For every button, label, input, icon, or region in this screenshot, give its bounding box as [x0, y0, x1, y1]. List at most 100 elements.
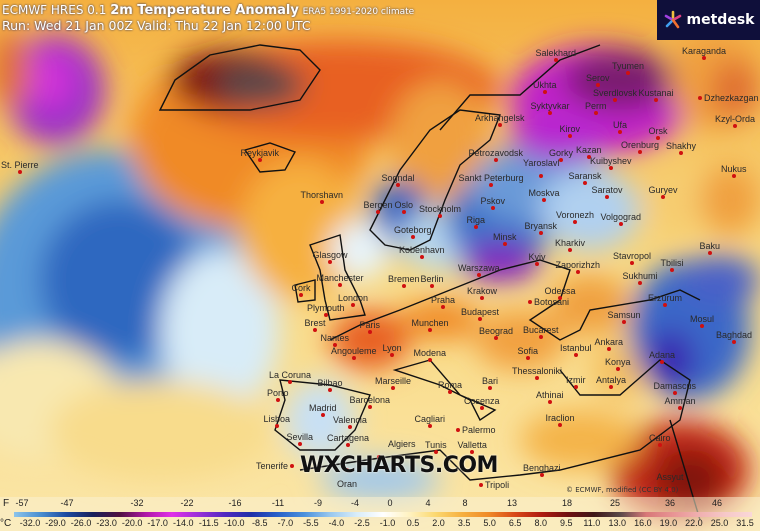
city-label: Sukhumi — [622, 271, 658, 281]
city-marker — [288, 380, 292, 384]
fahrenheit-tick-label: -57 — [15, 498, 29, 508]
map-header: ECMWF HRES 0.1 2m Temperature Anomaly ER… — [0, 0, 760, 40]
fahrenheit-tick-label: -11 — [271, 498, 285, 508]
city-marker — [539, 231, 543, 235]
city-label: Nukus — [721, 164, 747, 174]
climate-reference: ERA5 1991-2020 climate — [302, 7, 415, 17]
city-label: Tenerife — [256, 461, 289, 471]
city-marker — [411, 235, 415, 239]
city-label: Saratov — [591, 185, 623, 195]
city-label: Salekhard — [535, 48, 577, 58]
city-marker — [498, 123, 502, 127]
celsius-tick-label: -10.0 — [224, 518, 245, 528]
city-marker — [428, 424, 432, 428]
celsius-tick-label: 2.0 — [432, 518, 445, 528]
city-marker — [616, 367, 620, 371]
city-marker — [613, 98, 617, 102]
city-label: Beograd — [479, 326, 514, 336]
city-label: Kazan — [576, 145, 602, 155]
city-label: Athinai — [536, 390, 564, 400]
city-marker — [574, 385, 578, 389]
city-marker — [559, 158, 563, 162]
city-label: Voronezh — [556, 210, 595, 220]
city-label: Ufa — [613, 120, 628, 130]
celsius-tick-label: 0.5 — [406, 518, 420, 528]
celsius-tick-label: -11.5 — [198, 518, 219, 528]
city-marker — [377, 455, 381, 459]
city-label: Cork — [291, 283, 311, 293]
celsius-tick-label: 22.0 — [685, 518, 703, 528]
city-marker — [587, 155, 591, 159]
city-label: Warszawa — [458, 263, 500, 273]
city-marker — [609, 166, 613, 170]
city-label: Assyut — [656, 472, 684, 482]
city-marker — [679, 151, 683, 155]
city-marker — [528, 300, 532, 304]
city-label: Iraclion — [545, 413, 575, 423]
city-label: Angouleme — [331, 346, 377, 356]
city-label: Baku — [699, 241, 721, 251]
city-label: Karaganda — [682, 46, 727, 56]
city-label: Munchen — [411, 318, 449, 328]
city-label: Baghdad — [716, 330, 753, 340]
metdesk-star-icon — [664, 10, 681, 29]
city-label: Bilbao — [317, 378, 343, 388]
city-label: Damascus — [653, 381, 697, 391]
city-marker — [491, 206, 495, 210]
city-marker — [320, 200, 324, 204]
city-marker — [368, 405, 372, 409]
city-label: Marseille — [375, 376, 412, 386]
city-marker — [430, 284, 434, 288]
city-marker — [434, 450, 438, 454]
city-label: Barcelona — [349, 395, 391, 405]
logo-text: metdesk — [686, 12, 755, 28]
city-marker — [539, 174, 543, 178]
city-label: Kirov — [559, 124, 581, 134]
celsius-tick-label: 16.0 — [634, 518, 652, 528]
city-marker — [391, 386, 395, 390]
city-marker — [539, 335, 543, 339]
run-valid-line: Run: Wed 21 Jan 00Z Valid: Thu 22 Jan 12… — [2, 18, 311, 33]
city-label: Bari — [482, 376, 499, 386]
city-marker — [576, 270, 580, 274]
wxcharts-watermark: WXCHARTS.COM — [300, 453, 498, 478]
city-label: Valencia — [333, 415, 367, 425]
city-marker — [618, 130, 622, 134]
city-label: Cairo — [649, 433, 671, 443]
city-label: Bryansk — [524, 221, 558, 231]
city-marker — [558, 423, 562, 427]
city-label: Moskva — [528, 188, 560, 198]
city-marker — [480, 296, 484, 300]
city-marker — [338, 283, 342, 287]
city-marker — [594, 111, 598, 115]
city-label: Palermo — [462, 425, 496, 435]
city-marker — [573, 220, 577, 224]
celsius-tick-label: -4.0 — [328, 518, 345, 528]
city-marker — [558, 296, 562, 300]
fahrenheit-tick-label: 18 — [561, 498, 573, 508]
city-marker — [656, 136, 660, 140]
city-label: Yaroslavl — [523, 158, 560, 168]
city-marker — [474, 225, 478, 229]
city-label: Bucarest — [523, 325, 559, 335]
city-label: Odessa — [544, 286, 576, 296]
city-label: Amman — [664, 396, 696, 406]
city-marker — [535, 376, 539, 380]
city-marker — [18, 170, 22, 174]
city-marker — [596, 83, 600, 87]
city-label: Sankt Peterburg — [458, 173, 524, 183]
city-label: Pskov — [480, 196, 506, 206]
celsius-tick-label: -7.0 — [277, 518, 294, 528]
city-marker — [346, 443, 350, 447]
city-label: Sverdlovsk — [593, 88, 638, 98]
city-marker — [574, 353, 578, 357]
fahrenheit-unit: F — [3, 498, 10, 509]
metdesk-logo: metdesk — [657, 0, 760, 40]
city-label: Botosani — [534, 297, 570, 307]
city-label: Cartagena — [327, 433, 370, 443]
city-label: Stockholm — [419, 204, 462, 214]
fahrenheit-tick-label: 4 — [425, 498, 431, 508]
city-marker — [290, 464, 294, 468]
color-scale-bar — [14, 512, 752, 517]
city-label: Valletta — [457, 440, 487, 450]
